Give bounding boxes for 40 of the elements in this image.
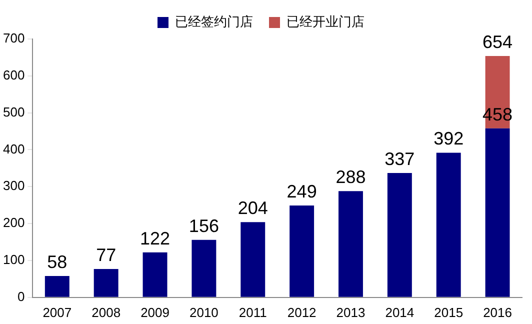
y-tick-label: 200 [2,215,25,230]
data-label: 288 [336,167,366,188]
x-tick-label: 2012 [287,304,316,320]
data-label: 156 [188,216,219,236]
legend-label: 已经开业门店 [286,14,364,30]
x-tick-label: 2013 [336,304,366,320]
bar [192,240,216,297]
data-label: 337 [384,148,415,169]
bar [436,152,461,297]
bar [387,173,412,297]
x-tick-label: 2011 [238,304,267,320]
x-tick-label: 2010 [189,304,218,320]
legend-label: 已经签约门店 [175,14,253,30]
data-label: 122 [140,228,170,248]
bar [290,205,314,297]
data-label: 249 [286,181,317,202]
bar [142,252,168,297]
x-tick-label: 2016 [483,304,512,320]
bar [94,268,118,297]
total-label: 654 [482,32,513,52]
x-tick-label: 2007 [42,304,72,320]
y-tick-label: 0 [17,288,25,304]
bar [485,128,510,297]
x-tick-label: 2015 [434,304,464,320]
data-label: 58 [47,252,68,272]
data-label: 77 [96,244,116,265]
bar [338,191,363,297]
data-label: 204 [238,198,268,218]
y-tick-label: 400 [2,141,25,156]
bar [44,276,70,297]
y-tick-label: 300 [2,178,25,194]
y-tick-label: 600 [2,67,25,82]
x-tick-label: 2014 [385,304,414,320]
x-tick-label: 2008 [92,304,121,320]
x-tick-label: 2009 [140,304,170,320]
y-tick-label: 100 [2,252,25,268]
y-tick-label: 500 [2,104,25,120]
y-tick-label: 700 [2,30,25,46]
data-label: 392 [434,128,464,149]
bar [240,222,266,297]
